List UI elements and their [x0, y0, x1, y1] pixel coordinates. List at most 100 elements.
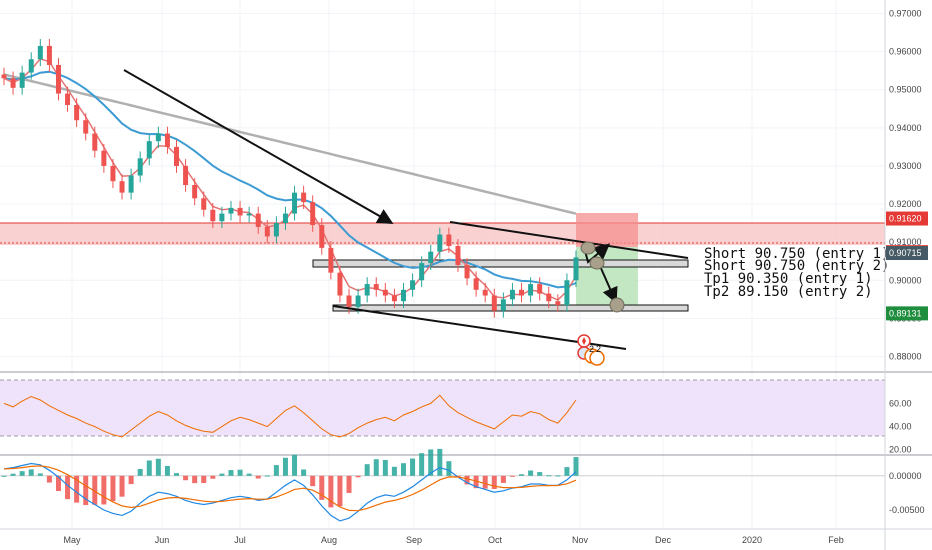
candle-body	[528, 284, 534, 296]
macd-histogram-bar	[282, 457, 288, 476]
macd-histogram-bar	[83, 475, 89, 506]
candle-body	[519, 289, 525, 296]
candle-body	[337, 272, 343, 296]
macd-histogram-bar	[555, 475, 561, 477]
macd-histogram-bar	[228, 470, 234, 476]
macd-histogram-bar	[400, 463, 406, 476]
candle-body	[237, 207, 243, 216]
price-tick-label: 0.96000	[889, 47, 922, 57]
macd-axis[interactable]: 0.00000 -0.00500	[889, 471, 925, 515]
trade-target-box	[576, 247, 638, 311]
note-tp2: Tp2 89.150 (entry 2)	[704, 284, 873, 300]
mid-moving-average-line	[3, 70, 577, 289]
candle-body	[155, 133, 161, 142]
time-axis[interactable]: May Jun Jul Aug Sep Oct Nov Dec 2020 Feb	[63, 535, 843, 545]
time-tick-label: Sep	[406, 535, 422, 545]
macd-histogram-bar	[355, 475, 361, 478]
price-tag	[886, 306, 928, 321]
macd-histogram-bar	[464, 475, 470, 485]
candle-body	[346, 295, 352, 307]
price-tick-label: 0.94000	[889, 123, 922, 133]
macd-pane	[0, 448, 885, 522]
candle-body	[174, 146, 180, 166]
macd-histogram-bar	[1, 475, 7, 477]
economic-events[interactable]: 2 2	[577, 334, 605, 366]
macd-histogram-bar	[292, 454, 298, 476]
projection-down-arrow[interactable]	[599, 265, 618, 304]
candle-body	[400, 289, 406, 302]
price-tick-label: 0.92000	[889, 199, 922, 209]
macd-histogram-bar	[373, 459, 379, 476]
candle-body	[491, 295, 497, 311]
lower-wedge-line[interactable]	[332, 305, 627, 350]
price-tick-label: 0.97000	[889, 9, 922, 19]
candle-body	[500, 299, 506, 311]
note-tp1: Tp1 90.350 (entry 1)	[704, 271, 873, 287]
candle-body	[310, 202, 316, 226]
time-tick-label: Oct	[488, 535, 503, 545]
macd-histogram-bar	[119, 475, 125, 497]
macd-histogram-bar	[419, 453, 425, 476]
macd-histogram-bar	[101, 475, 107, 505]
time-tick-label: 2020	[742, 535, 762, 545]
entry-marker-1[interactable]	[580, 241, 596, 255]
time-tick-label: Aug	[321, 535, 337, 545]
candle-body	[428, 251, 434, 264]
candle-body	[301, 192, 307, 203]
macd-histogram-bar	[155, 458, 161, 476]
rsi-axis[interactable]: 60.00 40.00 20.00	[889, 398, 912, 454]
target-marker[interactable]	[609, 297, 625, 313]
upper-wedge-line[interactable]	[449, 221, 689, 259]
macd-histogram-bar	[246, 473, 252, 476]
macd-histogram-bar	[546, 475, 552, 477]
macd-histogram-bar	[164, 465, 170, 476]
macd-histogram-bar	[319, 475, 325, 500]
macd-histogram-bar	[500, 475, 506, 483]
candle-body	[10, 78, 16, 88]
candle-body	[83, 120, 89, 134]
macd-histogram-bar	[110, 475, 116, 502]
candle-body	[219, 213, 225, 222]
slow-moving-average-line	[3, 73, 577, 215]
time-tick-label: Feb	[828, 535, 844, 545]
time-tick-label: Nov	[572, 535, 589, 545]
candle-body	[37, 45, 43, 60]
price-axis[interactable]: 0.97000 0.96000 0.95000 0.94000 0.93000 0.920…	[889, 9, 922, 362]
candle-body	[183, 165, 189, 185]
candle-body	[228, 207, 234, 214]
event-count-icon-2[interactable]	[589, 350, 605, 366]
macd-histogram-bar	[382, 459, 388, 476]
candle-body	[437, 234, 443, 252]
price-tick-label: 0.90000	[889, 275, 922, 285]
time-tick-label: Dec	[655, 535, 672, 545]
macd-histogram-bar	[537, 472, 543, 476]
macd-histogram-bar	[201, 475, 207, 484]
price-tag	[886, 246, 928, 261]
macd-histogram-bar	[37, 473, 43, 476]
macd-histogram-bar	[264, 475, 270, 477]
macd-histogram-bar	[328, 475, 334, 508]
candle-body	[564, 280, 570, 306]
candle-body	[355, 295, 361, 307]
candle-body	[464, 265, 470, 279]
candle-body	[473, 278, 479, 290]
candle-body	[391, 295, 397, 302]
trade-stop-box	[576, 213, 638, 247]
candle-body	[55, 64, 61, 94]
macd-histogram-bar	[437, 448, 443, 476]
trade-notes: Short 90.750 (entry 1) Short 90.750 (ent…	[704, 246, 889, 300]
downtrend-arrow[interactable]	[123, 69, 394, 224]
candle-body	[255, 213, 261, 227]
price-tick-label: 0.88000	[889, 351, 922, 361]
macd-histogram-bar	[28, 469, 34, 476]
entry-marker-2[interactable]	[589, 256, 605, 270]
price-tick-label: 0.91000	[889, 237, 922, 247]
candle-body	[264, 226, 270, 237]
macd-histogram-bar	[273, 465, 279, 476]
candle-body	[382, 289, 388, 296]
macd-histogram-bar	[192, 475, 198, 484]
macd-histogram-bar	[19, 471, 25, 476]
macd-histogram-bar	[337, 475, 343, 507]
macd-histogram-bar	[528, 470, 534, 476]
